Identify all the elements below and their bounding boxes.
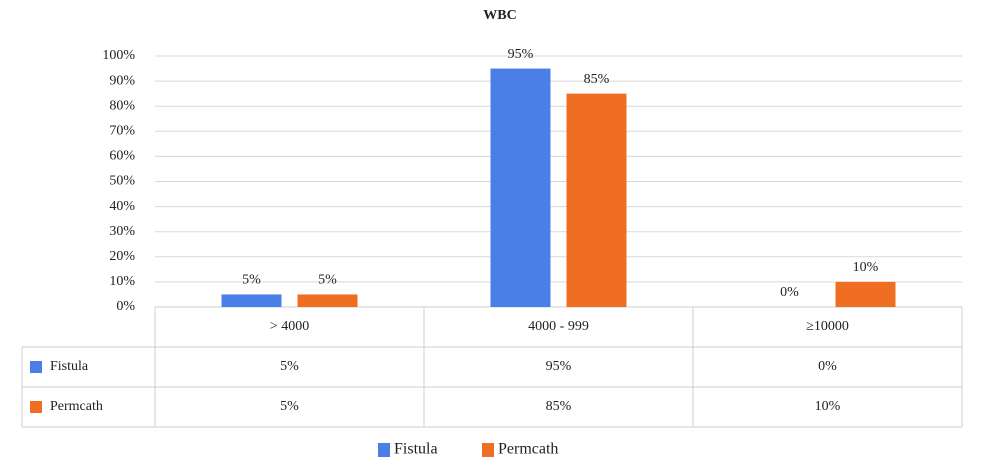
table-cell: 0% bbox=[818, 359, 837, 374]
y-tick-label: 40% bbox=[109, 199, 135, 214]
legend-label: Permcath bbox=[498, 441, 558, 458]
y-tick-label: 100% bbox=[102, 48, 135, 63]
y-tick-label: 60% bbox=[109, 149, 135, 164]
bar bbox=[566, 93, 627, 308]
table-series-name: Fistula bbox=[50, 359, 89, 374]
table-legend-swatch bbox=[30, 401, 42, 413]
y-tick-label: 90% bbox=[109, 73, 135, 88]
bar bbox=[297, 294, 358, 307]
y-tick-label: 20% bbox=[109, 249, 135, 264]
y-tick-label: 70% bbox=[109, 124, 135, 139]
y-tick-label: 10% bbox=[109, 274, 135, 289]
y-tick-label: 0% bbox=[116, 299, 135, 314]
data-label: 5% bbox=[242, 273, 261, 288]
x-tick-label: ≥10000 bbox=[806, 319, 849, 334]
data-label: 95% bbox=[508, 47, 534, 62]
table-cell: 10% bbox=[815, 399, 841, 414]
data-label: 10% bbox=[853, 260, 879, 275]
legend-label: Fistula bbox=[394, 441, 438, 458]
y-tick-label: 30% bbox=[109, 224, 135, 239]
legend-swatch bbox=[482, 443, 494, 457]
table-cell: 85% bbox=[546, 399, 572, 414]
legend-swatch bbox=[378, 443, 390, 457]
bar bbox=[835, 281, 896, 307]
data-label: 0% bbox=[780, 285, 799, 300]
data-label: 85% bbox=[584, 72, 610, 87]
bar bbox=[490, 68, 551, 307]
y-tick-label: 50% bbox=[109, 174, 135, 189]
table-series-name: Permcath bbox=[50, 399, 103, 414]
bar bbox=[221, 294, 282, 307]
data-label: 5% bbox=[318, 273, 337, 288]
table-legend-swatch bbox=[30, 361, 42, 373]
table-cell: 5% bbox=[280, 399, 299, 414]
table-cell: 95% bbox=[546, 359, 572, 374]
x-tick-label: > 4000 bbox=[270, 319, 309, 334]
chart-title: WBC bbox=[483, 8, 516, 23]
table-cell: 5% bbox=[280, 359, 299, 374]
y-tick-label: 80% bbox=[109, 98, 135, 113]
x-tick-label: 4000 - 999 bbox=[528, 319, 589, 334]
